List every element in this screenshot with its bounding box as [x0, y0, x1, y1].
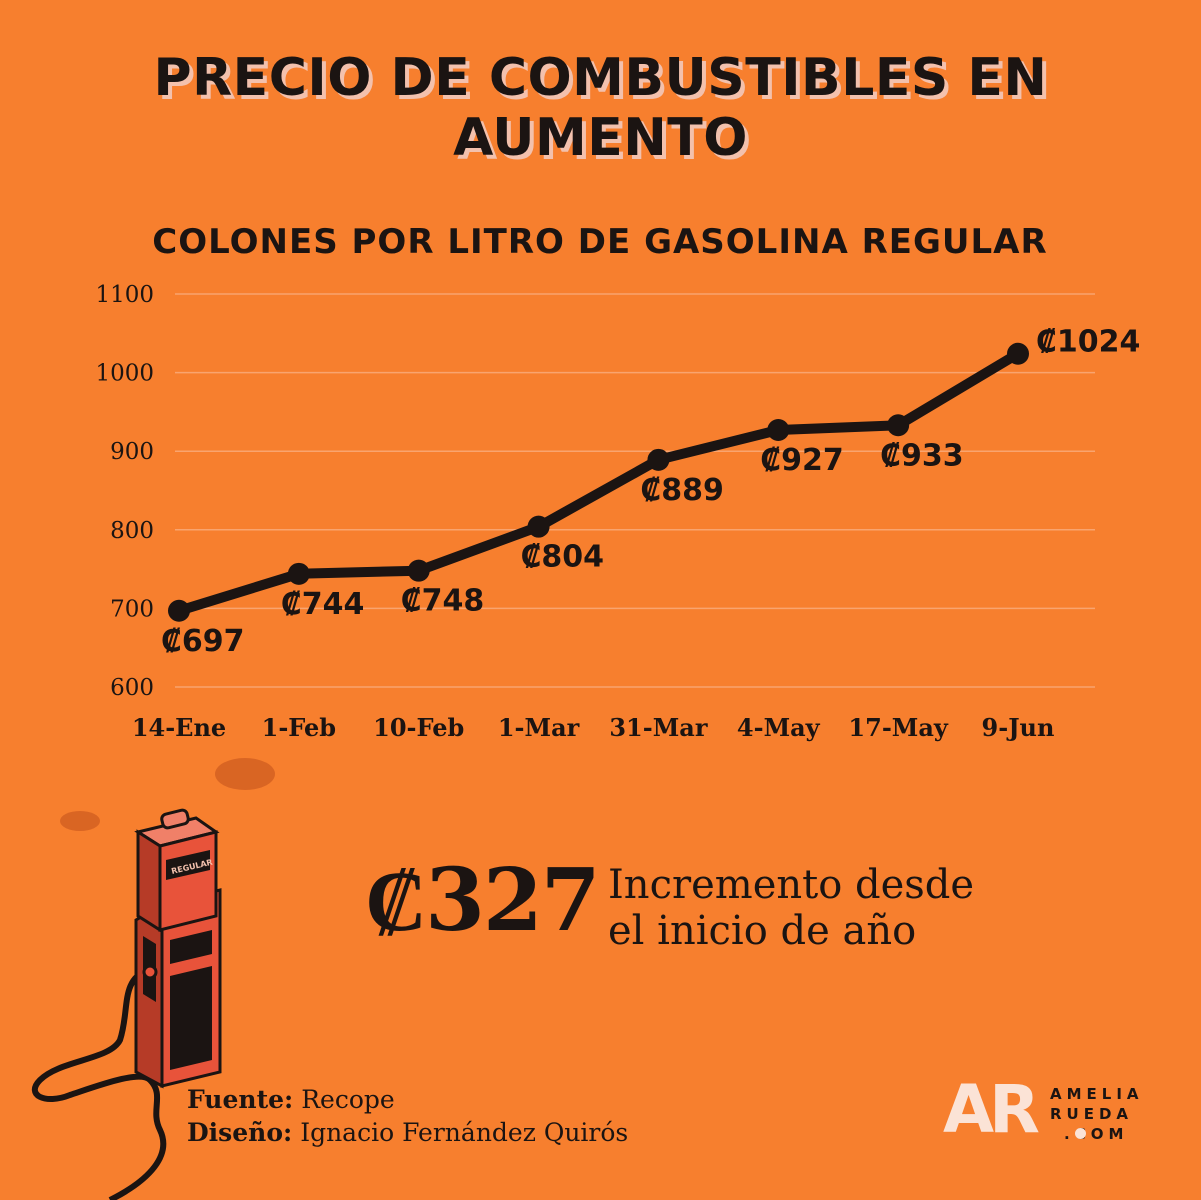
data-point — [647, 448, 670, 471]
data-point — [767, 418, 790, 441]
data-point — [287, 562, 310, 585]
data-label: ₡933 — [880, 438, 964, 473]
x-tick-label: 1-Feb — [262, 713, 336, 742]
pump-display — [170, 930, 212, 964]
data-points — [168, 342, 1029, 622]
pump-hose-connector — [142, 964, 158, 980]
design-label: Diseño: — [187, 1118, 293, 1147]
logo-line-2: RUEDA — [1050, 1105, 1134, 1123]
x-tick-label: 9-Jun — [982, 713, 1055, 742]
logo-wordmark: AMELIA RUEDA .COM — [1050, 1084, 1150, 1144]
data-label: ₡1024 — [1036, 325, 1140, 360]
y-tick-label: 700 — [110, 596, 154, 622]
y-tick-label: 1000 — [95, 361, 154, 387]
data-label: ₡748 — [401, 584, 485, 619]
y-tick-label: 600 — [110, 675, 154, 701]
source-credit: Fuente: Recope — [187, 1085, 395, 1114]
x-axis-ticks: 14-Ene 1-Feb 10-Feb 1-Mar 31-Mar 4-May 17-May 9… — [132, 713, 1055, 742]
data-point — [1007, 342, 1029, 365]
caption-line-1: Incremento desde — [608, 862, 975, 908]
y-tick-label: 800 — [110, 518, 154, 544]
pump-head-front — [158, 830, 218, 932]
source-value: Recope — [301, 1085, 395, 1114]
data-label: ₡697 — [161, 624, 245, 659]
logo-line-3: .COM — [1064, 1125, 1129, 1143]
logo-dot — [1075, 1128, 1086, 1139]
pump-head-side — [136, 829, 162, 933]
pump-label-plate — [166, 850, 210, 880]
price-increase-value: ₡327 — [365, 850, 601, 951]
caption-line-2: el inicio de año — [608, 908, 917, 954]
data-label: ₡927 — [760, 443, 844, 478]
halftone-dots — [60, 811, 100, 831]
x-tick-label: 14-Ene — [132, 713, 226, 742]
y-tick-label: 1100 — [95, 282, 154, 308]
logo-line-1: AMELIA — [1050, 1085, 1144, 1103]
halftone-dots — [215, 758, 275, 790]
y-tick-label: 900 — [110, 439, 154, 465]
data-point — [887, 414, 910, 437]
source-label: Fuente: — [187, 1085, 294, 1114]
y-axis-ticks: 1100 1000 900 800 700 600 — [95, 282, 154, 701]
gas-pump-illustration: REGULAR — [31, 758, 275, 1200]
chart-title: COLONES POR LITRO DE GASOLINA REGULAR — [152, 222, 1047, 262]
x-tick-label: 10-Feb — [373, 713, 464, 742]
pump-nozzle-holder — [160, 808, 190, 830]
x-tick-label: 31-Mar — [609, 713, 707, 742]
line-chart: COLONES POR LITRO DE GASOLINA REGULAR 11… — [95, 222, 1140, 742]
design-credit: Diseño: Ignacio Fernández Quirós — [187, 1118, 628, 1147]
gridlines — [175, 293, 1095, 688]
data-point — [527, 515, 550, 538]
main-title: PRECIO DE COMBUSTIBLES EN AUMENTO — [153, 48, 1048, 168]
data-point — [407, 559, 430, 582]
design-value: Ignacio Fernández Quirós — [300, 1118, 629, 1147]
data-label: ₡804 — [521, 540, 605, 575]
pump-hose — [31, 967, 167, 1200]
x-tick-label: 1-Mar — [498, 713, 580, 742]
logo-mark: AR — [943, 1071, 1040, 1148]
series-line — [174, 348, 1023, 616]
data-label: ₡744 — [281, 587, 365, 622]
pump-panel — [170, 966, 212, 1070]
x-tick-label: 4-May — [737, 713, 821, 742]
x-tick-label: 17-May — [848, 713, 948, 742]
data-labels: ₡697 ₡744 ₡748 ₡804 ₡889 ₡927 ₡933 ₡1024 — [161, 325, 1140, 659]
price-increase-caption: Incremento desde el inicio de año — [608, 862, 1028, 954]
data-point — [168, 599, 190, 622]
data-label: ₡889 — [640, 473, 724, 508]
